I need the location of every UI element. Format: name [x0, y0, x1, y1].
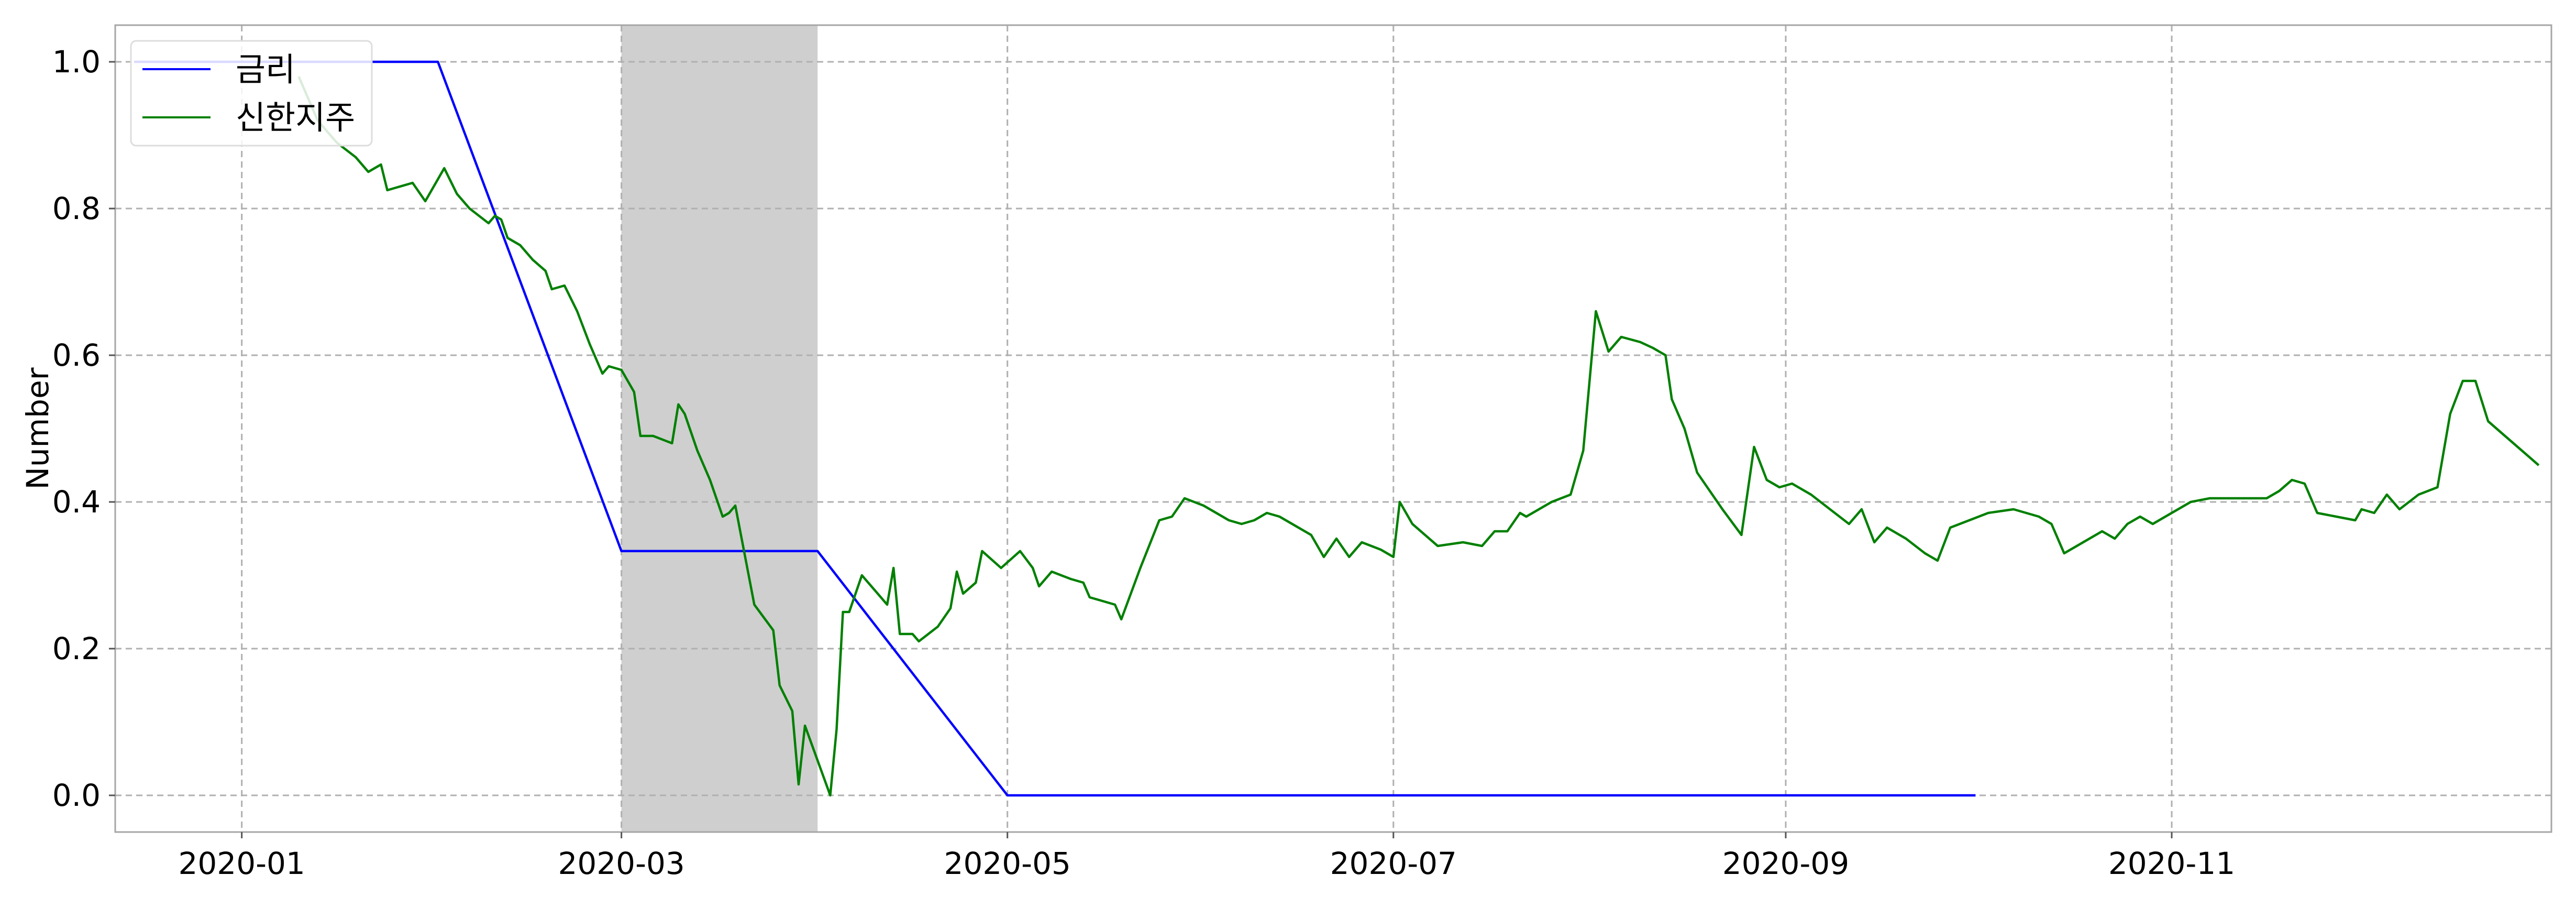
series-line-1	[297, 76, 2540, 797]
plot-frame	[114, 24, 2552, 833]
y-tick-label: 1.0	[52, 44, 101, 80]
legend: 금리 신한지주	[130, 40, 373, 147]
legend-label-shinhan: 신한지주	[236, 99, 355, 137]
tick-label-layer: 2020-01 2020-03 2020-05 2020-07 2020-09 2020-…	[52, 44, 2235, 881]
shaded-region	[621, 25, 818, 832]
x-tick-label: 2020-01	[178, 846, 305, 881]
x-tick-label: 2020-07	[1330, 846, 1457, 881]
legend-label-rate: 금리	[236, 50, 295, 89]
x-tick-label: 2020-09	[1722, 846, 1849, 881]
y-tick-label: 0.0	[52, 778, 101, 813]
x-tick-label: 2020-05	[944, 846, 1071, 881]
series-line-0	[134, 60, 1976, 797]
x-tick-label: 2020-11	[2108, 846, 2235, 881]
legend-box	[130, 40, 373, 147]
y-tick-label: 0.2	[52, 631, 101, 666]
y-tick-label: 0.4	[52, 484, 101, 520]
series-layer	[134, 60, 2540, 797]
shaded-region-layer	[621, 25, 818, 832]
y-tick-label: 0.8	[52, 191, 101, 226]
x-tick-label: 2020-03	[558, 846, 684, 881]
y-tick-label: 0.6	[52, 337, 101, 373]
y-axis-title: Number	[20, 367, 56, 489]
